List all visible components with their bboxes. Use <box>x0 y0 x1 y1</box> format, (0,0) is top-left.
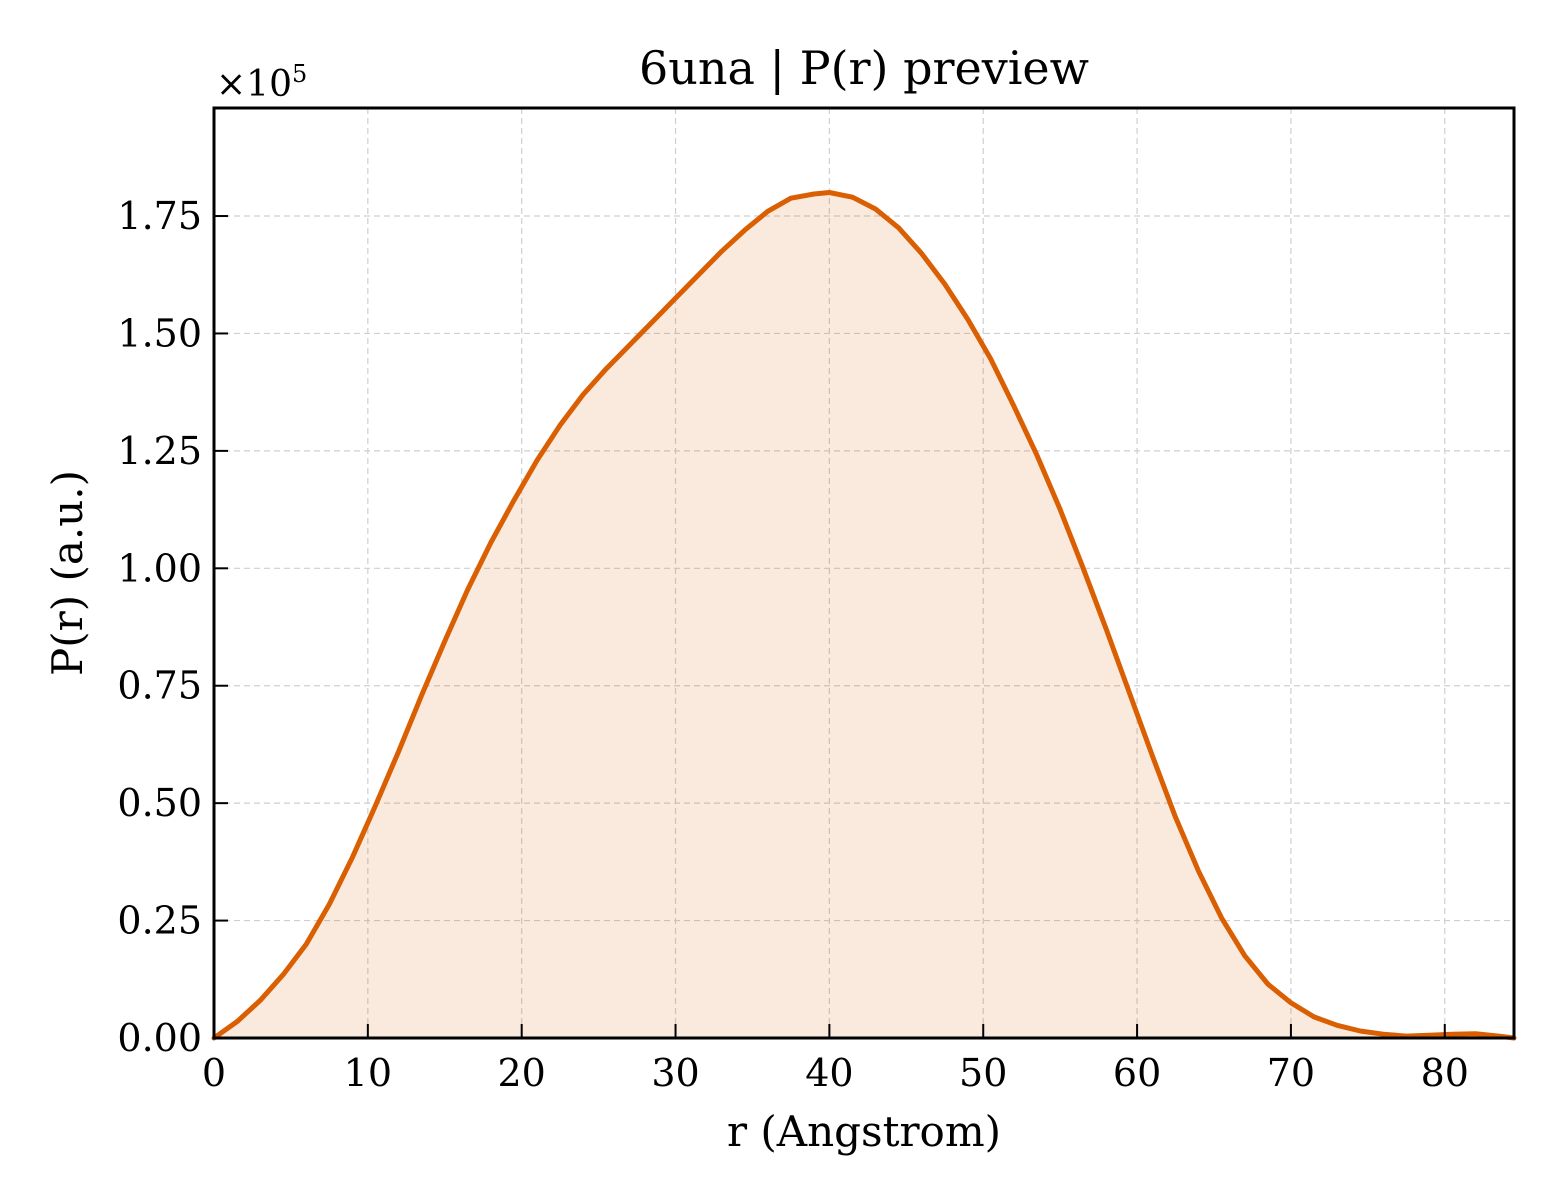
y-tick-label: 1.75 <box>117 194 202 238</box>
y-axis-multiplier-exponent: 5 <box>292 60 307 88</box>
y-axis-multiplier-base: ×10 <box>216 64 292 105</box>
x-tick-label: 20 <box>498 1051 546 1095</box>
tick-labels: 0 10 20 30 40 50 60 70 80 0.00 0.25 0.50 0.75 1.00 1.2… <box>117 194 1469 1095</box>
y-axis-label: P(r) (a.u.) <box>43 470 92 676</box>
y-tick-label: 0.75 <box>117 664 202 708</box>
y-tick-label: 1.00 <box>117 546 202 590</box>
axis-ticks <box>213 215 1446 1039</box>
x-tick-label: 40 <box>805 1051 853 1095</box>
y-tick-label: 0.50 <box>117 781 202 825</box>
x-tick-label: 0 <box>202 1051 226 1095</box>
y-tick-label: 1.50 <box>117 311 202 355</box>
x-tick-label: 60 <box>1113 1051 1161 1095</box>
y-axis-multiplier: ×105 <box>216 60 307 105</box>
y-tick-label: 0.25 <box>117 899 202 943</box>
x-axis-label: r (Angstrom) <box>727 1107 1001 1156</box>
grid-lines <box>214 108 1514 1038</box>
pr-curve <box>211 190 1517 1041</box>
y-tick-label: 1.25 <box>117 429 202 473</box>
x-tick-label: 80 <box>1421 1051 1469 1095</box>
y-tick-label: 0.00 <box>117 1016 202 1060</box>
chart-title: 6una | P(r) preview <box>639 41 1089 95</box>
x-tick-label: 70 <box>1267 1051 1315 1095</box>
x-tick-label: 10 <box>344 1051 392 1095</box>
x-tick-label: 50 <box>959 1051 1007 1095</box>
area-fill <box>214 192 1514 1038</box>
plot-frame <box>212 106 1516 1040</box>
x-tick-label: 30 <box>651 1051 699 1095</box>
